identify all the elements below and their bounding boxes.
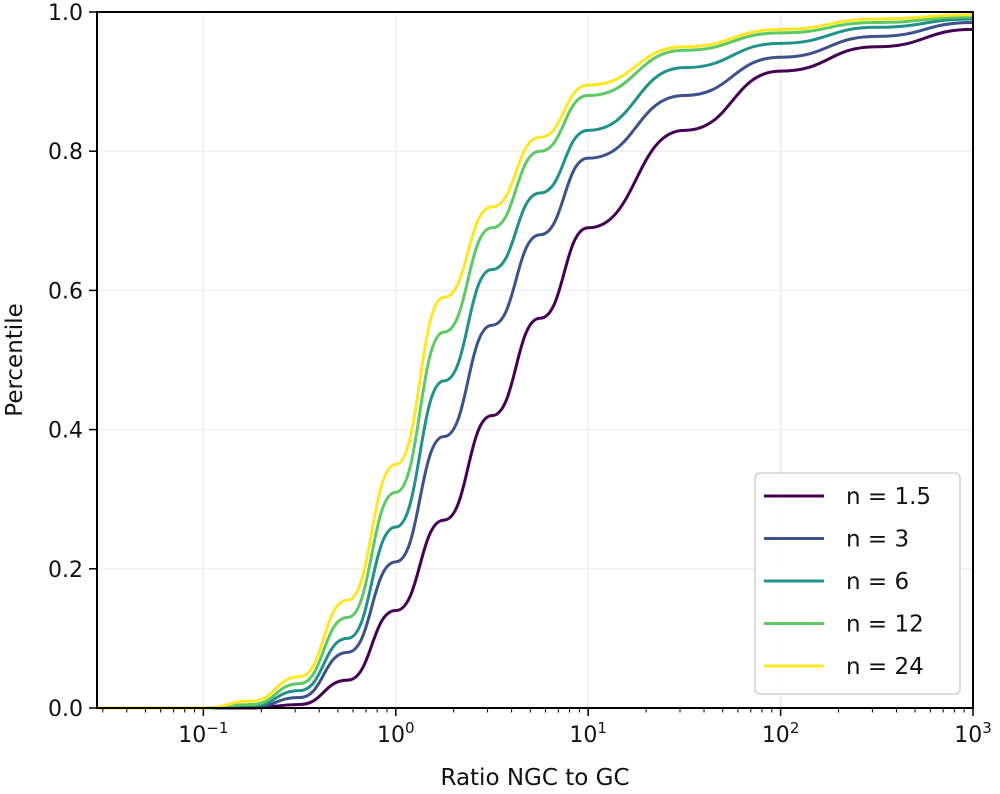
- series-line-3: [96, 15, 974, 710]
- legend-label-1: n = 3: [846, 527, 909, 553]
- y-tick-label: 0.2: [48, 558, 83, 583]
- y-tick-label: 1.0: [48, 1, 83, 26]
- legend-label-0: n = 1.5: [846, 484, 931, 510]
- series-line-0: [96, 27, 974, 710]
- legend-box: [754, 472, 961, 695]
- series-line-1: [96, 20, 974, 710]
- y-tick-label: 0.0: [48, 697, 83, 722]
- x-tick-label: 100: [377, 719, 415, 748]
- x-tick-label: 10−1: [178, 719, 228, 748]
- x-tick-label: 103: [954, 719, 992, 748]
- legend: n = 1.5 n = 3 n = 6 n = 12 n = 24: [754, 472, 961, 695]
- x-tick-label: 102: [762, 719, 800, 748]
- x-tick-label: 101: [569, 719, 607, 748]
- legend-label-4: n = 24: [846, 654, 924, 680]
- legend-label-2: n = 6: [846, 569, 909, 595]
- plot-frame: [96, 11, 974, 709]
- series-line-4: [96, 13, 974, 710]
- series-lines: [96, 13, 974, 710]
- y-axis: 0.0 0.2 0.4 0.6 0.8 1.0: [48, 1, 97, 722]
- legend-label-3: n = 12: [846, 612, 924, 638]
- series-line-2: [96, 17, 974, 710]
- x-axis: 10−1 100 101 102 103: [102, 708, 992, 748]
- y-tick-label: 0.4: [48, 419, 83, 444]
- y-axis-label: Percentile: [2, 303, 28, 416]
- y-tick-label: 0.6: [48, 279, 83, 304]
- y-tick-label: 0.8: [48, 140, 83, 165]
- x-axis-label: Ratio NGC to GC: [440, 765, 629, 791]
